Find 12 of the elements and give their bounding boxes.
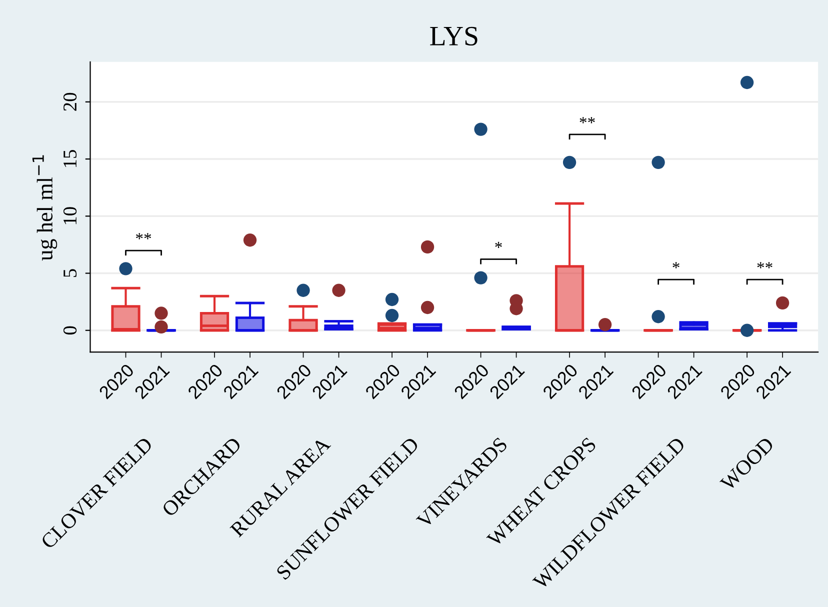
- annotation: *: [672, 262, 680, 268]
- annotation: **: [136, 233, 152, 240]
- annotation: *: [495, 242, 502, 248]
- chart-title: LYS: [430, 26, 478, 46]
- y-axis-title: ug hel ml$^{−1}$: [32, 155, 58, 261]
- y-tick-label: 20: [63, 92, 77, 111]
- y-tick-label: 10: [63, 207, 77, 224]
- annotation: **: [580, 117, 595, 124]
- y-tick-label: 15: [64, 150, 77, 168]
- y-tick-label: 5: [64, 269, 77, 277]
- y-tick-label: 0: [63, 326, 77, 334]
- annotation: **: [757, 262, 772, 268]
